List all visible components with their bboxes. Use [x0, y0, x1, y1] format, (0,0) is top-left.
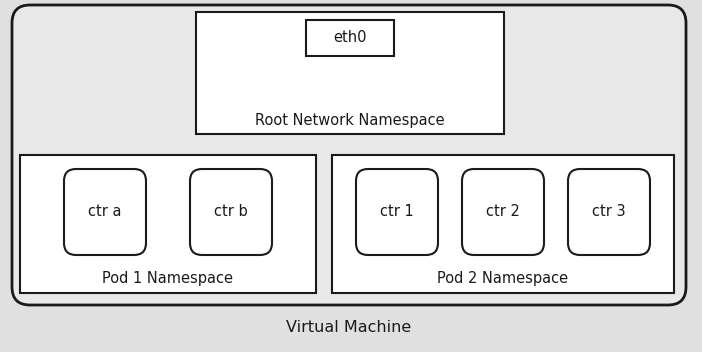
- Text: ctr a: ctr a: [88, 205, 121, 220]
- Text: ctr 3: ctr 3: [592, 205, 625, 220]
- Bar: [332, 155, 674, 293]
- FancyBboxPatch shape: [356, 169, 438, 255]
- FancyBboxPatch shape: [190, 169, 272, 255]
- Bar: [306, 20, 394, 56]
- FancyBboxPatch shape: [12, 5, 686, 305]
- FancyBboxPatch shape: [64, 169, 146, 255]
- Text: Pod 1 Namespace: Pod 1 Namespace: [102, 270, 234, 285]
- FancyBboxPatch shape: [568, 169, 650, 255]
- Text: ctr 2: ctr 2: [486, 205, 520, 220]
- Text: Pod 2 Namespace: Pod 2 Namespace: [437, 270, 569, 285]
- Text: ctr b: ctr b: [214, 205, 248, 220]
- Text: eth0: eth0: [333, 31, 366, 45]
- Text: Virtual Machine: Virtual Machine: [286, 320, 411, 334]
- Bar: [20, 155, 316, 293]
- Text: ctr 1: ctr 1: [380, 205, 414, 220]
- Bar: [196, 12, 504, 134]
- Text: Root Network Namespace: Root Network Namespace: [256, 113, 445, 127]
- FancyBboxPatch shape: [462, 169, 544, 255]
